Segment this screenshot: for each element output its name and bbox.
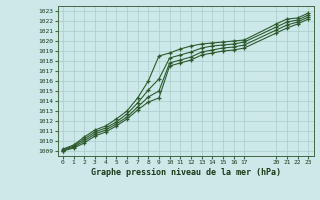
X-axis label: Graphe pression niveau de la mer (hPa): Graphe pression niveau de la mer (hPa) <box>91 168 281 177</box>
